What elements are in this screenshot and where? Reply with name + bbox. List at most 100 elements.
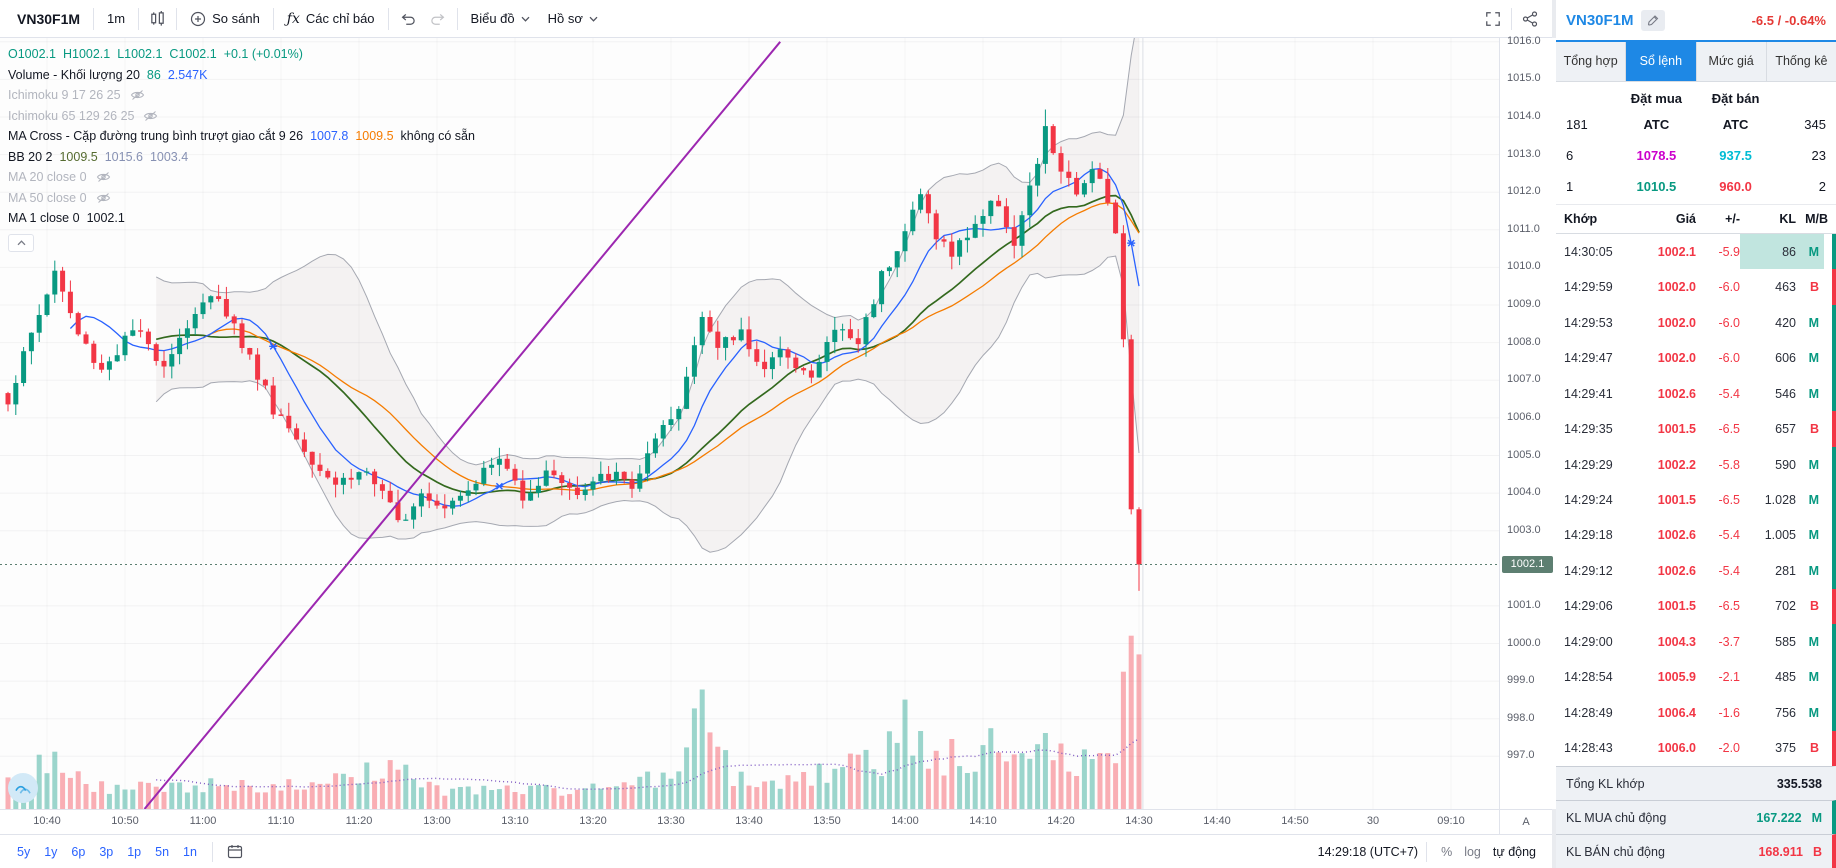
time-axis-label: 30 [1366,815,1380,827]
time-axis-label: 13:40 [735,815,763,827]
chart-layout-menu[interactable]: Biểu đồ [462,7,539,30]
trade-row[interactable]: 14:30:05 1002.1 -5.9 86 M [1556,234,1836,270]
share-button[interactable] [1516,7,1544,31]
panel-tab[interactable]: Thống kê [1766,42,1836,81]
range-button[interactable]: 1p [127,844,142,859]
chart-logo-icon[interactable] [8,773,38,803]
time-axis[interactable]: 10:40 10:50 11:00 11:10 11:20 13:00 13:10 13:20… [0,810,1499,834]
chart-style-button[interactable] [143,6,172,31]
auto-scale-button[interactable]: tự động [1492,844,1536,859]
clock-display[interactable]: 14:29:18 (UTC+7) [1317,844,1419,859]
indicators-button[interactable]: ƒx Các chỉ báo [278,7,384,31]
trade-volume: 375 [1775,741,1796,756]
trade-side: M [1808,457,1819,472]
undo-button[interactable] [393,8,423,30]
axis-corner[interactable]: A [1499,810,1552,834]
price-axis-label: 1004.0 [1507,486,1541,499]
trade-row[interactable]: 14:29:24 1001.5 -6.5 1.028 M [1556,482,1836,518]
legend-ma20-row[interactable]: MA 20 close 0 [8,167,475,188]
range-button[interactable]: 3p [99,844,114,859]
toolbar-divider [387,7,389,30]
trade-row[interactable]: 14:29:47 1002.0 -6.0 606 M [1556,340,1836,376]
range-button[interactable]: 1n [183,844,197,859]
trade-row[interactable]: 14:28:49 1006.4 -1.6 756 M [1556,695,1836,731]
panel-tab[interactable]: Tổng hợp [1556,42,1627,81]
trade-row[interactable]: 14:29:53 1002.0 -6.0 420 M [1556,304,1836,341]
orderbook-spacer [1775,91,1828,106]
ichimoku2-label: Ichimoku 65 129 26 25 [8,108,135,123]
trade-row[interactable]: 14:28:54 1005.9 -2.1 485 M [1556,659,1836,696]
trade-row[interactable]: 14:29:00 1004.3 -3.7 585 M [1556,624,1836,660]
fullscreen-button[interactable] [1479,7,1507,31]
visibility-off-icon[interactable] [96,192,111,204]
legend-collapse-button[interactable] [8,233,34,252]
trade-price: 1006.0 [1657,741,1696,756]
trade-volume: 1.005 [1764,528,1796,543]
toolbar-divider [1511,7,1512,30]
interval-button[interactable]: 1m [107,11,126,26]
trade-change: -6.5 [1718,599,1740,614]
trades-column-header: Khớp [1564,212,1598,226]
ichimoku1-label: Ichimoku 9 17 26 25 [8,88,121,102]
orderbook-row[interactable]: 1 1010.5 960.0 2 [1556,171,1836,202]
trade-row[interactable]: 14:29:29 1002.2 -5.8 590 M [1556,446,1836,483]
legend-ichimoku1-row[interactable]: Ichimoku 9 17 26 25 [8,85,475,106]
trade-row[interactable]: 14:29:59 1002.0 -6.0 463 B [1556,269,1836,305]
trade-side: M [1808,386,1819,401]
range-button[interactable]: 6p [71,844,86,859]
legend-ma1-row[interactable]: MA 1 close 0 1002.1 [8,208,475,229]
visibility-off-icon[interactable] [143,110,158,122]
panel-summary-row: Tổng KL khớp 335.538 [1556,766,1836,800]
chart-plot[interactable]: O1002.1 H1002.1 L1002.1 C1002.1 +0.1 (+0… [0,38,1499,809]
legend-ma50-row[interactable]: MA 50 close 0 [8,188,475,209]
legend-bb-row[interactable]: BB 20 2 1009.5 1015.6 1003.4 [8,147,475,168]
range-button[interactable]: 1y [44,844,58,859]
time-axis-label: 09:10 [1437,815,1465,827]
visibility-off-icon[interactable] [96,171,111,183]
trade-change: -5.4 [1718,386,1740,401]
ma1-value: 1002.1 [86,211,125,225]
candlestick-icon [151,10,164,26]
trade-price: 1002.0 [1657,280,1696,295]
redo-button[interactable] [423,8,453,30]
trade-volume: 702 [1775,599,1796,614]
buy-volume: 1 [1566,179,1574,194]
trade-volume: 657 [1775,422,1796,437]
chart-legend: O1002.1 H1002.1 L1002.1 C1002.1 +0.1 (+0… [8,44,475,252]
trade-side: M [1808,528,1819,543]
profile-menu[interactable]: Hồ sơ [539,7,607,30]
trade-row[interactable]: 14:29:06 1001.5 -6.5 702 B [1556,588,1836,625]
trade-price: 1001.5 [1657,422,1696,437]
price-axis-label: 999.0 [1507,674,1535,687]
trade-row[interactable]: 14:29:18 1002.6 -5.4 1.005 M [1556,517,1836,554]
share-icon [1522,10,1538,27]
buy-volume: 6 [1566,148,1574,163]
panel-symbol[interactable]: VN30F1M [1566,11,1634,29]
price-axis-label: 1000.0 [1507,636,1541,649]
trade-row[interactable]: 14:29:12 1002.6 -5.4 281 M [1556,553,1836,589]
trade-row[interactable]: 14:28:43 1006.0 -2.0 375 B [1556,730,1836,767]
edit-symbol-button[interactable] [1640,9,1665,31]
compare-button[interactable]: So sánh [181,7,269,31]
log-scale-button[interactable]: log [1464,844,1481,859]
orderbook-row[interactable]: 6 1078.5 937.5 23 [1556,140,1836,171]
go-to-date-button[interactable] [221,840,249,863]
orderbook-row[interactable]: 181 ATC ATC 345 [1556,109,1836,140]
symbol-button[interactable]: VN30F1M [17,10,81,27]
legend-ichimoku2-row[interactable]: Ichimoku 65 129 26 25 [8,106,475,127]
trade-time: 14:29:35 [1564,422,1613,437]
trade-change: -5.8 [1718,457,1740,472]
visibility-off-icon[interactable] [130,89,145,101]
panel-tab[interactable]: Mức giá [1696,42,1767,81]
trade-row[interactable]: 14:29:35 1001.5 -6.5 657 B [1556,411,1836,447]
range-button[interactable]: 5y [17,844,31,859]
trade-row[interactable]: 14:29:41 1002.6 -5.4 546 M [1556,375,1836,412]
price-axis[interactable]: 1016.0 1015.0 1014.0 1013.0 1012.0 1011.0 1010… [1499,35,1556,809]
legend-volume-row[interactable]: Volume - Khối lượng 20 86 2.547K [8,65,475,86]
legend-macross-row[interactable]: MA Cross - Cặp đường trung bình trượt gi… [8,126,475,147]
percent-scale-button[interactable]: % [1441,844,1453,859]
range-buttons: 5y 1y 6p 3p 1p 5n 1n [10,842,204,862]
bb-basis-value: 1009.5 [59,149,98,164]
range-button[interactable]: 5n [155,844,170,859]
panel-tab[interactable]: Sổ lệnh [1626,42,1697,81]
